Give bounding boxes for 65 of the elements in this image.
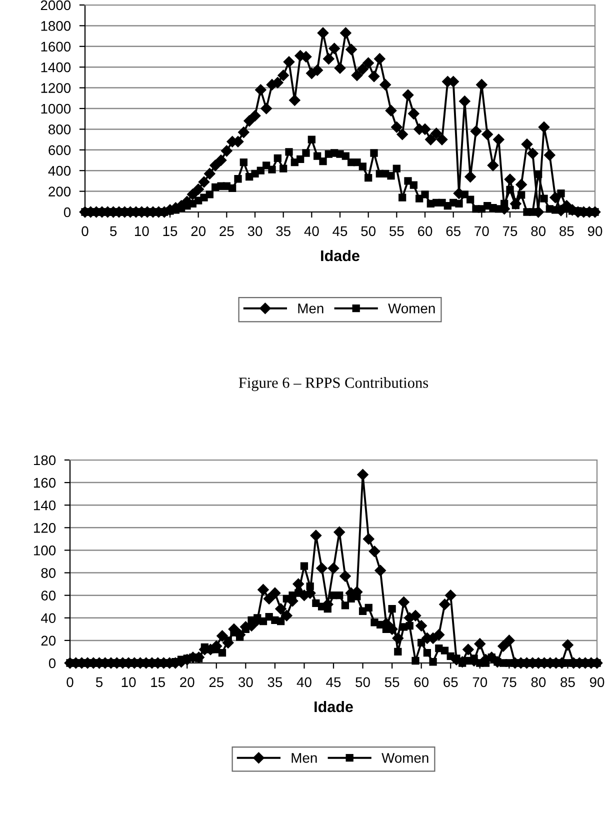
x-tick-label: 60 (418, 226, 432, 236)
x-tick-label: 90 (588, 226, 602, 236)
x-tick-label: 55 (390, 226, 404, 236)
x-tick-label: 30 (238, 677, 253, 688)
x-tick-label: 45 (332, 226, 348, 236)
x-tick-label: 25 (209, 677, 224, 688)
x-tick-label: 5 (110, 226, 117, 236)
x-tick-label: 80 (531, 677, 546, 688)
x-tick-label: 10 (122, 677, 136, 688)
y-tick-label: 600 (48, 145, 71, 156)
y-tick-label: 120 (34, 523, 56, 533)
x-tick-label: 80 (531, 226, 546, 236)
x-tick-label: 35 (268, 677, 282, 688)
y-tick-label: 0 (48, 658, 56, 668)
x-tick-label: 55 (384, 677, 400, 688)
y-tick-label: 1600 (41, 42, 71, 52)
y-tick-label: 1800 (41, 21, 71, 31)
y-tick-label: 40 (40, 613, 56, 624)
y-tick-label: 60 (41, 590, 56, 601)
y-tick-label: 0 (64, 207, 71, 218)
legend-label: Men (298, 304, 324, 314)
x-tick-label: 70 (472, 677, 488, 688)
y-tick-label: 140 (34, 500, 56, 510)
x-tick-label: 85 (560, 677, 575, 688)
x-tick-label: 65 (446, 226, 460, 236)
y-tick-label: 2000 (40, 0, 71, 10)
x-tick-label: 85 (560, 226, 574, 236)
legend-label: Women (388, 304, 435, 314)
x-tick-label: 70 (474, 226, 489, 236)
chart-title: Figure 6 – RPPS Contributions (238, 377, 428, 392)
x-tick-label: 30 (248, 226, 262, 236)
x-tick-label: 50 (361, 226, 376, 236)
x-tick-label: 5 (96, 677, 103, 688)
y-tick-label: 180 (34, 455, 56, 466)
legend-label: Women (382, 753, 428, 763)
y-tick-label: 160 (34, 478, 56, 488)
y-tick-label: 1400 (41, 62, 71, 72)
x-axis-title: Idade (321, 250, 360, 262)
x-tick-label: 0 (82, 226, 88, 236)
x-axis-title: Idade (314, 700, 353, 712)
legend-label: Men (292, 753, 317, 763)
x-tick-label: 10 (135, 226, 149, 236)
y-tick-label: 400 (48, 166, 71, 176)
y-tick-label: 800 (48, 124, 71, 134)
y-tick-label: 200 (48, 186, 71, 196)
x-tick-label: 15 (163, 226, 178, 236)
y-tick-label: 80 (41, 568, 56, 578)
y-tick-label: 20 (41, 636, 56, 646)
x-tick-label: 75 (502, 677, 516, 688)
x-tick-label: 50 (356, 677, 370, 688)
x-tick-label: 60 (414, 677, 429, 688)
x-tick-label: 40 (304, 226, 319, 236)
y-tick-label: 1000 (41, 104, 71, 114)
y-tick-label: 1200 (41, 83, 71, 93)
x-tick-label: 65 (444, 677, 458, 688)
x-tick-label: 20 (191, 226, 206, 236)
x-tick-label: 75 (502, 226, 518, 236)
x-tick-label: 90 (590, 677, 604, 688)
x-tick-label: 40 (296, 677, 312, 688)
x-tick-label: 35 (276, 226, 290, 236)
x-tick-label: 15 (151, 677, 165, 688)
y-tick-label: 100 (34, 546, 56, 556)
x-tick-label: 25 (220, 226, 234, 236)
x-tick-label: 45 (326, 677, 341, 688)
x-tick-label: 20 (180, 677, 194, 688)
